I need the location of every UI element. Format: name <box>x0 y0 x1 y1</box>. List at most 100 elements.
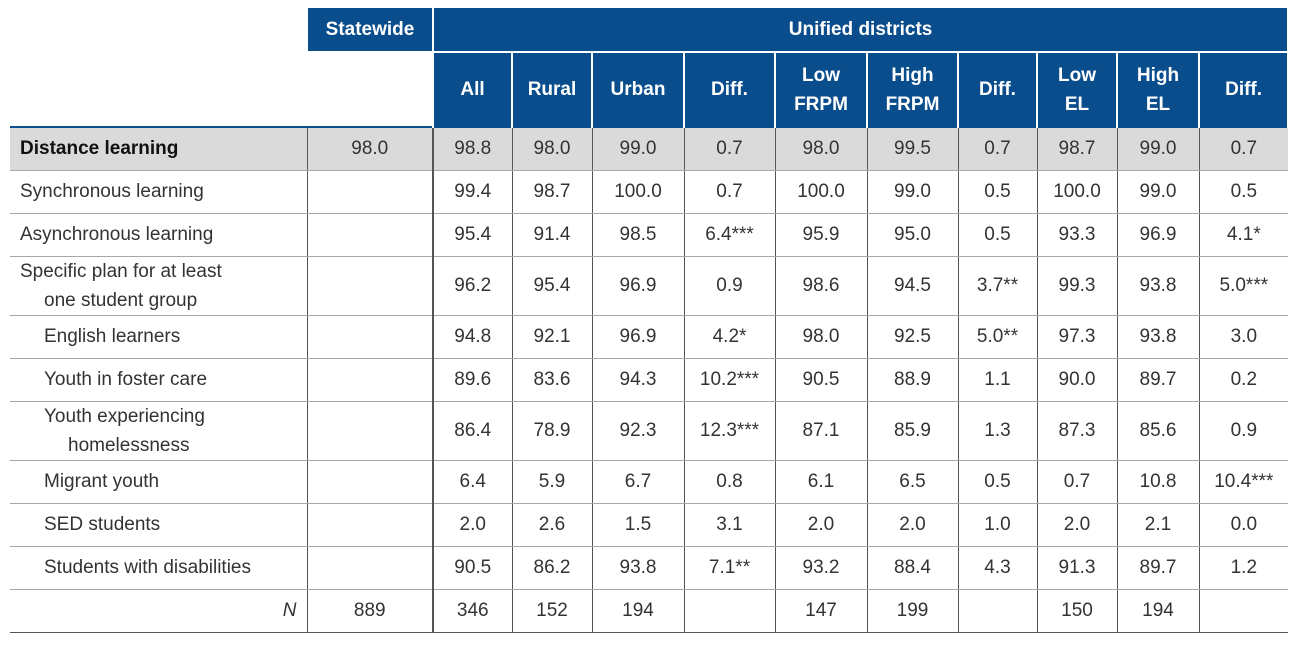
value-cell: 90.5 <box>774 358 867 402</box>
statewide-cell <box>306 546 433 590</box>
row-label: Synchronous learning <box>10 170 307 214</box>
value-cell: 95.0 <box>866 213 958 257</box>
statewide-cell: 98.0 <box>306 126 433 171</box>
value-cell: 4.2* <box>683 315 775 359</box>
value-cell: 99.0 <box>866 170 958 214</box>
value-cell: 1.0 <box>957 503 1037 547</box>
column-header-line1: Rural <box>527 79 577 100</box>
value-cell <box>683 589 775 633</box>
value-cell: 6.5 <box>866 460 958 504</box>
value-cell: 83.6 <box>511 358 592 402</box>
value-cell: 0.7 <box>683 126 775 171</box>
value-cell: 98.0 <box>774 315 867 359</box>
column-header: Low EL <box>1036 51 1118 127</box>
value-cell: 5.0*** <box>1198 256 1289 316</box>
value-cell: 2.0 <box>432 503 512 547</box>
row-label-line1: Distance learning <box>20 138 179 160</box>
corner-cell-lower <box>10 52 307 127</box>
row-label-line1: Specific plan for at least <box>20 260 222 282</box>
value-cell: 152 <box>511 589 592 633</box>
value-cell: 99.0 <box>1116 170 1199 214</box>
row-label-line2: one student group <box>44 289 198 311</box>
value-cell: 12.3*** <box>683 401 775 461</box>
value-cell: 0.8 <box>683 460 775 504</box>
value-cell: 194 <box>591 589 684 633</box>
value-cell: 93.8 <box>1116 315 1199 359</box>
value-cell: 96.9 <box>591 315 684 359</box>
value-cell: 92.3 <box>591 401 684 461</box>
value-cell: 86.4 <box>432 401 512 461</box>
row-label-line2: homelessness <box>68 434 190 456</box>
value-cell: 95.9 <box>774 213 867 257</box>
statewide-subheader-blank <box>307 52 433 127</box>
value-cell: 93.8 <box>1116 256 1199 316</box>
table-row: Specific plan for at least one student gr… <box>10 256 1289 316</box>
column-header-line1: Urban <box>610 79 666 100</box>
value-cell: 0.5 <box>1198 170 1289 214</box>
statewide-cell <box>306 503 433 547</box>
column-header-line1: Low <box>1058 64 1096 86</box>
column-header-line2: EL <box>1064 93 1090 115</box>
statewide-cell <box>306 315 433 359</box>
value-cell: 85.6 <box>1116 401 1199 461</box>
statewide-cell <box>306 358 433 402</box>
value-cell: 93.3 <box>1036 213 1117 257</box>
value-cell: 98.8 <box>432 126 512 171</box>
value-cell: 98.7 <box>511 170 592 214</box>
row-label: Asynchronous learning <box>10 213 307 257</box>
table-row: Distance learning 98.0 98.8 98.0 99.0 0.7 98.0… <box>10 126 1289 171</box>
value-cell <box>957 589 1037 633</box>
value-cell: 1.5 <box>591 503 684 547</box>
value-cell: 86.2 <box>511 546 592 590</box>
value-cell: 78.9 <box>511 401 592 461</box>
statewide-cell <box>306 170 433 214</box>
value-cell: 85.9 <box>866 401 958 461</box>
column-header-line2: FRPM <box>885 93 940 115</box>
row-label-line1: English learners <box>44 326 181 347</box>
table-row: Students with disabilities 90.5 86.2 93.8 7.… <box>10 546 1289 590</box>
column-header: Rural <box>511 51 593 127</box>
value-cell: 6.4 <box>432 460 512 504</box>
value-cell <box>1198 589 1289 633</box>
row-label: Distance learning <box>10 126 307 171</box>
column-header-line2: EL <box>1145 93 1171 115</box>
row-label-line1: Migrant youth <box>44 471 160 492</box>
value-cell: 99.0 <box>1116 126 1199 171</box>
value-cell: 98.5 <box>591 213 684 257</box>
table-row: Synchronous learning 99.4 98.7 100.0 0.7 100.… <box>10 170 1289 214</box>
value-cell: 99.3 <box>1036 256 1117 316</box>
value-cell: 6.4*** <box>683 213 775 257</box>
value-cell: 94.3 <box>591 358 684 402</box>
value-cell: 10.8 <box>1116 460 1199 504</box>
value-cell: 2.0 <box>866 503 958 547</box>
column-header: High EL <box>1116 51 1200 127</box>
value-cell: 98.6 <box>774 256 867 316</box>
value-cell: 4.3 <box>957 546 1037 590</box>
value-cell: 95.4 <box>432 213 512 257</box>
table-row: English learners 94.8 92.1 96.9 4.2* 98.0 92.5… <box>10 315 1289 359</box>
value-cell: 90.0 <box>1036 358 1117 402</box>
value-cell: 0.5 <box>957 213 1037 257</box>
value-cell: 99.4 <box>432 170 512 214</box>
value-cell: 4.1* <box>1198 213 1289 257</box>
statewide-cell <box>306 213 433 257</box>
value-cell: 100.0 <box>774 170 867 214</box>
value-cell: 199 <box>866 589 958 633</box>
value-cell: 7.1** <box>683 546 775 590</box>
value-cell: 0.7 <box>957 126 1037 171</box>
value-cell: 0.7 <box>1198 126 1289 171</box>
statewide-cell <box>306 460 433 504</box>
n-row: N 889 346 152 194 147 199 150 194 <box>10 589 1289 633</box>
row-label: N <box>10 589 307 633</box>
statewide-cell: 889 <box>306 589 433 633</box>
value-cell: 2.0 <box>1036 503 1117 547</box>
table-row: Migrant youth 6.4 5.9 6.7 0.8 6.1 6.5 0.5 0.7 10.… <box>10 460 1289 504</box>
value-cell: 90.5 <box>432 546 512 590</box>
value-cell: 98.7 <box>1036 126 1117 171</box>
row-label: Migrant youth <box>10 460 307 504</box>
value-cell: 94.5 <box>866 256 958 316</box>
value-cell: 97.3 <box>1036 315 1117 359</box>
value-cell: 150 <box>1036 589 1117 633</box>
row-label: English learners <box>10 315 307 359</box>
column-header: Low FRPM <box>774 51 868 127</box>
